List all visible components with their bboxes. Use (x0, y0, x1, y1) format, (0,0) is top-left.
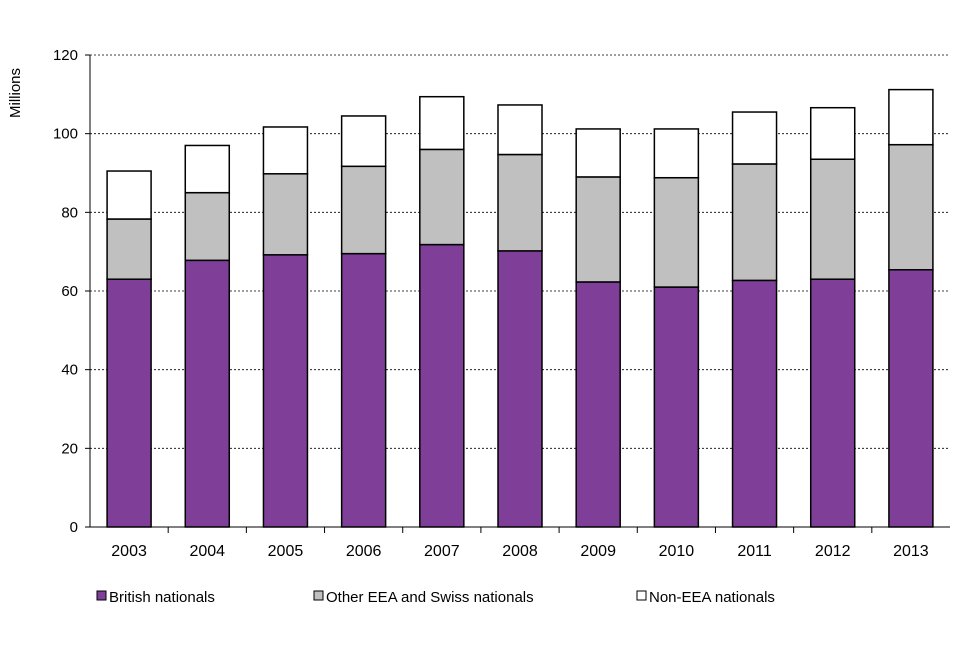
x-tick-label: 2006 (346, 543, 382, 560)
bar-segment-2006-series-2 (340, 115, 387, 168)
y-tick-label: 80 (61, 204, 78, 221)
y-tick-label: 40 (61, 362, 78, 379)
y-tick-labels: 0 20 40 60 80 100 120 (53, 47, 78, 536)
x-tick-label: 2008 (502, 543, 538, 560)
x-tick-label: 2010 (659, 543, 695, 560)
bar-segment-2004-series-0 (184, 259, 231, 528)
bar-segment-2005-series-1 (262, 173, 309, 256)
bar-segment-2009-series-1 (575, 176, 621, 283)
bars-group (106, 88, 934, 528)
legend-swatch (636, 590, 647, 601)
legend-swatch (96, 590, 107, 601)
legend: British nationals Other EEA and Swiss nat… (96, 589, 775, 606)
bar-segment-2013-series-2 (888, 88, 934, 146)
bar-segment-2004-series-1 (184, 191, 231, 262)
bar-segment-2003-series-0 (106, 278, 152, 528)
y-tick-label: 20 (61, 440, 78, 457)
x-tick-label: 2004 (189, 543, 225, 560)
bar-segment-2012-series-1 (809, 158, 856, 280)
bar-segment-2009-series-0 (575, 281, 621, 528)
bar-segment-2010-series-2 (653, 128, 700, 179)
legend-label: Non-EEA nationals (649, 589, 775, 606)
x-tick-label: 2011 (737, 543, 772, 560)
x-tick-label: 2007 (424, 543, 460, 560)
x-tick-label: 2003 (111, 543, 147, 560)
bar-segment-2005-series-0 (262, 254, 309, 528)
bar-segment-2012-series-2 (809, 106, 856, 160)
bar-segment-2007-series-0 (419, 243, 465, 528)
bar-segment-2008-series-1 (497, 153, 543, 252)
y-tick-label: 60 (61, 283, 78, 300)
y-axis-label: Millions (7, 68, 24, 118)
bar-segment-2011-series-1 (731, 163, 778, 282)
bar-segment-2011-series-0 (731, 279, 778, 528)
bar-segment-2010-series-1 (653, 176, 700, 288)
bar-segment-2010-series-0 (653, 286, 700, 528)
x-tick-label: 2013 (893, 543, 929, 560)
bar-segment-2005-series-2 (262, 126, 309, 175)
bar-segment-2007-series-2 (419, 95, 465, 151)
bar-segment-2012-series-0 (809, 278, 856, 528)
bar-segment-2007-series-1 (419, 148, 465, 246)
y-tick-label: 0 (70, 519, 78, 536)
y-tick-label: 100 (53, 126, 78, 143)
axes (85, 54, 950, 533)
bar-segment-2013-series-0 (888, 269, 934, 528)
bar-segment-2003-series-2 (106, 170, 152, 220)
bar-segment-2013-series-1 (888, 143, 934, 271)
legend-swatch (313, 590, 324, 601)
bar-segment-2006-series-0 (340, 252, 387, 528)
legend-label: Other EEA and Swiss nationals (326, 589, 534, 606)
y-tick-label: 120 (53, 47, 78, 64)
legend-label: British nationals (109, 589, 215, 606)
bar-segment-2009-series-2 (575, 128, 621, 178)
bar-segment-2008-series-0 (497, 250, 543, 528)
bar-segment-2011-series-2 (731, 111, 778, 165)
x-tick-label: 2009 (580, 543, 616, 560)
bar-segment-2003-series-1 (106, 218, 152, 280)
x-tick-label: 2005 (268, 543, 304, 560)
bar-segment-2004-series-2 (184, 144, 231, 194)
bar-segment-2008-series-2 (497, 104, 543, 156)
bar-segment-2006-series-1 (340, 165, 387, 255)
x-tick-label: 2012 (815, 543, 851, 560)
x-tick-labels: 2003 2004 2005 2006 2007 2008 2009 2010 2011 2012… (111, 543, 929, 560)
